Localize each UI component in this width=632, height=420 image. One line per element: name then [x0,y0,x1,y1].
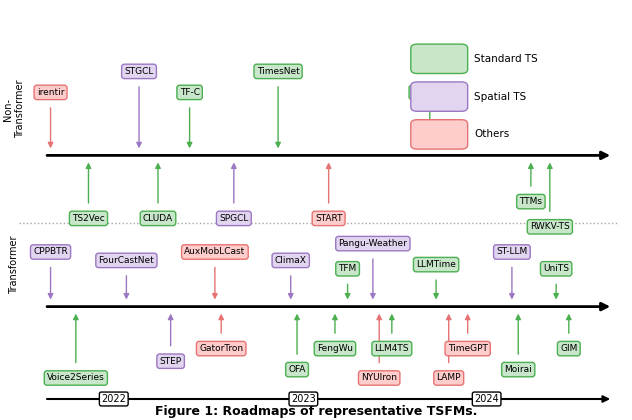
Text: TS2Vec: TS2Vec [72,214,105,223]
Text: LLM4TS: LLM4TS [375,344,409,353]
Text: ClimaX: ClimaX [275,256,307,265]
Text: OFA: OFA [288,365,306,374]
Text: CPPBTR: CPPBTR [33,247,68,257]
Text: Voice2Series: Voice2Series [47,373,105,383]
Text: Pangu-Weather: Pangu-Weather [339,239,407,248]
Text: Others: Others [474,129,509,139]
Text: Moirai: Moirai [504,365,532,374]
Text: 2022: 2022 [101,394,126,404]
Text: Transformer: Transformer [9,235,19,294]
FancyBboxPatch shape [411,120,468,149]
Text: TTMs: TTMs [520,197,542,206]
Text: TimesNet: TimesNet [257,67,300,76]
Text: 2024: 2024 [474,394,499,404]
Text: SPGCL: SPGCL [219,214,248,223]
FancyBboxPatch shape [411,44,468,74]
Text: UniTS: UniTS [543,264,569,273]
Text: START: START [315,214,343,223]
FancyBboxPatch shape [411,82,468,111]
Text: 2023: 2023 [291,394,316,404]
Text: NYUIron: NYUIron [362,373,397,383]
Text: Non-
Transformer: Non- Transformer [3,80,25,139]
Text: FourCastNet: FourCastNet [99,256,154,265]
Text: RWKV-TS: RWKV-TS [530,222,569,231]
Text: Standard TS: Standard TS [474,54,538,64]
Text: FengWu: FengWu [317,344,353,353]
Text: AuxMobLCast: AuxMobLCast [185,247,245,257]
Text: irentir: irentir [37,88,64,97]
Text: TF-C: TF-C [179,88,200,97]
Text: LLMTime: LLMTime [416,260,456,269]
Text: TFM: TFM [339,264,356,273]
Text: TimeGPT: TimeGPT [447,344,488,353]
Text: STGCL: STGCL [125,67,154,76]
Text: Figure 1: Roadmaps of representative TSFMs.: Figure 1: Roadmaps of representative TSF… [155,405,477,418]
Text: Spatial TS: Spatial TS [474,92,526,102]
Text: GIM: GIM [560,344,578,353]
Text: TSMixer: TSMixer [412,88,447,97]
Text: STEP: STEP [159,357,182,366]
Text: CLUDA: CLUDA [143,214,173,223]
Text: LAMP: LAMP [437,373,461,383]
Text: ST-LLM: ST-LLM [496,247,528,257]
Text: GatorTron: GatorTron [199,344,243,353]
